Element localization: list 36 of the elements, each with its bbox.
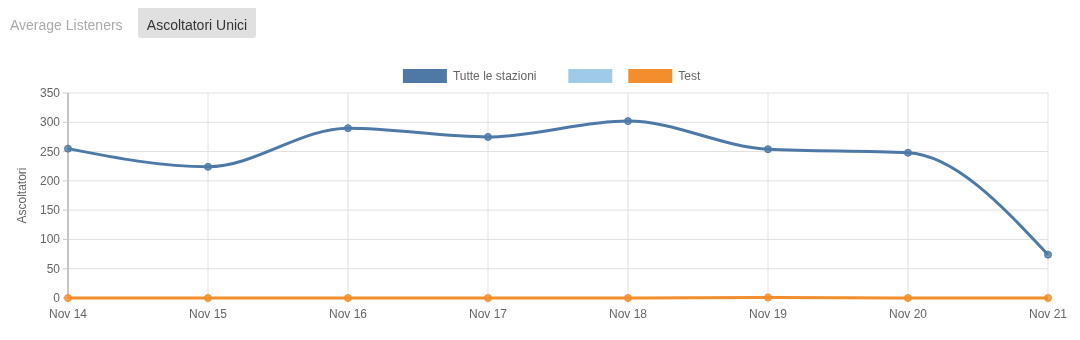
text: Average Listeners	[10, 17, 123, 33]
y-tick-label: 150	[39, 203, 61, 218]
y-tick-label: 350	[39, 86, 61, 100]
point	[904, 294, 912, 302]
y-tick-label: 250	[39, 144, 61, 159]
x-tick-label: Nov 18	[608, 307, 648, 321]
y-tick-label: 50	[46, 261, 61, 276]
point	[204, 294, 212, 302]
legend-label: Tutte le stazioni	[452, 69, 537, 83]
x-tick-label: Nov 21	[1028, 307, 1068, 321]
y-axis-title: Ascoltatori	[15, 167, 29, 224]
point	[904, 148, 912, 157]
point	[624, 294, 632, 302]
y-tick-label: 0	[53, 291, 61, 305]
y-tick-label: 100	[39, 232, 61, 247]
x-tick-label: Nov 16	[328, 307, 368, 321]
legend-label: Test	[678, 69, 701, 83]
point	[344, 124, 352, 133]
point	[484, 132, 492, 141]
x-tick-label: Nov 14	[48, 307, 88, 321]
point	[204, 162, 212, 171]
point	[624, 117, 632, 126]
x-tick-label: Nov 20	[888, 307, 928, 321]
point	[764, 145, 772, 154]
y-tick-label: 200	[39, 173, 61, 188]
point	[484, 294, 492, 302]
text: Ascoltatori Unici	[146, 17, 248, 33]
x-tick-label: Nov 15	[188, 307, 228, 321]
x-tick-label: Nov 19	[748, 307, 788, 321]
point	[764, 293, 772, 302]
x-tick-label: Nov 17	[468, 307, 508, 321]
point	[344, 294, 352, 302]
point	[1044, 250, 1052, 259]
point	[64, 144, 72, 153]
point	[1044, 294, 1052, 302]
y-tick-label: 300	[39, 115, 61, 130]
